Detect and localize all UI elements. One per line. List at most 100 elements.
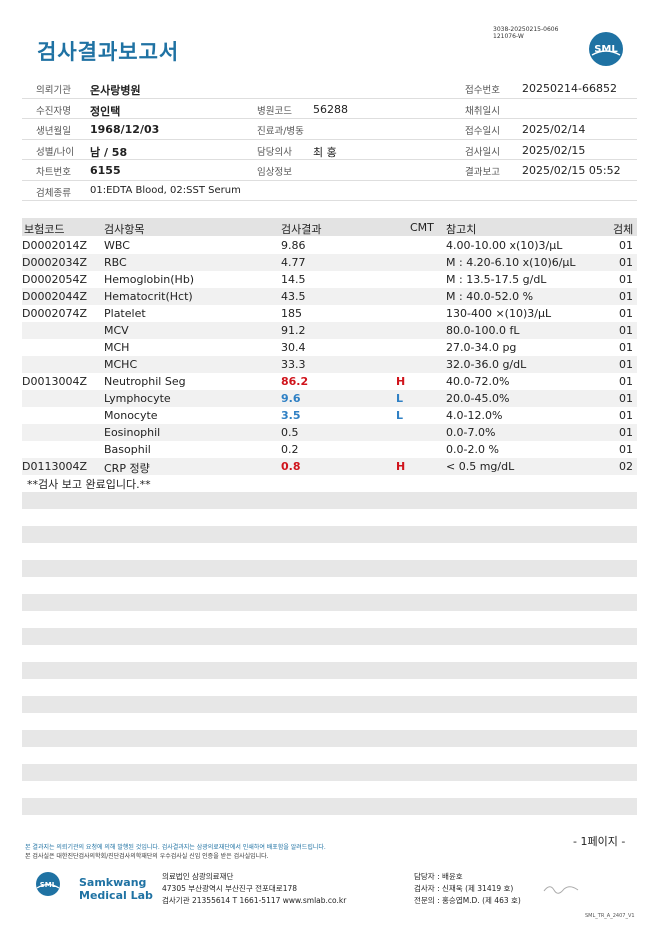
col-ref-header: 참고치	[446, 223, 477, 236]
cell-ref: 40.0-72.0%	[446, 375, 510, 388]
test-date-label: 검사일시	[465, 146, 500, 158]
cell-ref: 27.0-34.0 pg	[446, 341, 517, 354]
test-date-value: 2025/02/15	[522, 143, 586, 157]
blank-row	[22, 764, 637, 781]
cell-ref: 4.0-12.0%	[446, 409, 503, 422]
info-row-4: 성별/나이 남 / 58 담당의사 최 홍 검사일시 2025/02/15	[22, 140, 637, 160]
cell-result: 185	[281, 307, 302, 320]
cell-specimen: 01	[619, 290, 633, 303]
blank-row	[22, 594, 637, 611]
cell-specimen: 01	[619, 239, 633, 252]
receipt-date-label: 접수일시	[465, 126, 500, 137]
col-cmt-header: CMT	[410, 221, 434, 234]
cell-code: D0002054Z	[22, 273, 87, 286]
dob-value: 1968/12/03	[90, 123, 160, 136]
cell-item: Platelet	[104, 307, 146, 320]
report-date-value: 2025/02/15 05:52	[522, 164, 621, 177]
staff-line-2: 검사자 : 신재욱 (제 31419 호)	[414, 884, 514, 893]
cell-specimen: 01	[619, 256, 633, 269]
blank-row	[22, 730, 637, 747]
blank-row	[22, 662, 637, 679]
col-result-header: 검사결과	[281, 223, 322, 236]
hospital-code-value: 56288	[313, 102, 348, 116]
cell-ref: 32.0-36.0 g/dL	[446, 358, 527, 371]
cell-item: MCV	[104, 324, 129, 337]
info-row-5: 차트번호 6155 임상정보 결과보고 2025/02/15 05:52	[22, 160, 637, 181]
cell-result: 0.8	[281, 460, 301, 473]
lab-name-line-1: Samkwang	[79, 876, 147, 889]
lab-name: Samkwang Medical Lab	[79, 876, 153, 902]
cell-result: 91.2	[281, 324, 306, 337]
cell-item: CRP 정량	[104, 462, 150, 475]
chart-no-value: 6155	[90, 164, 121, 177]
cell-specimen: 01	[619, 307, 633, 320]
table-row: Basophil 0.2 0.0-2.0 % 01	[22, 441, 637, 458]
disclaimer-2: 본 검사실은 대한진단검사의학회/진단검사의학재단의 우수검사실 신임 인증을 …	[25, 853, 269, 860]
receipt-no-label: 접수번호	[465, 85, 500, 96]
cell-specimen: 01	[619, 341, 633, 354]
disclaimer-1: 본 결과지는 의뢰기관의 요청에 의해 발행된 것입니다. 검사결과지는 삼광의…	[25, 844, 326, 851]
collect-date-label: 채취일시	[465, 105, 500, 117]
info-row-1: 의뢰기관 온사랑병원 접수번호 20250214-66852	[22, 78, 637, 99]
signature-image	[543, 886, 579, 894]
cell-flag: H	[396, 460, 406, 473]
document-id-line-1: 3038-20250215-0606	[493, 26, 559, 33]
cell-specimen: 01	[619, 426, 633, 439]
info-row-3: 생년월일 1968/12/03 진료과/병동 접수일시 2025/02/14	[22, 119, 637, 140]
cell-result: 4.77	[281, 256, 306, 269]
cell-item: RBC	[104, 256, 127, 269]
cell-result: 33.3	[281, 358, 306, 371]
cell-specimen: 01	[619, 273, 633, 286]
cell-result: 30.4	[281, 341, 306, 354]
cell-item: Monocyte	[104, 409, 158, 422]
recipient-label: 수진자명	[36, 105, 71, 117]
institution-label: 의뢰기관	[36, 85, 71, 96]
table-row: Monocyte 3.5 L 4.0-12.0% 01	[22, 407, 637, 424]
institution-value: 온사랑병원	[90, 84, 141, 97]
cell-item: Basophil	[104, 443, 151, 456]
cell-ref: M : 13.5-17.5 g/dL	[446, 273, 547, 286]
table-row: Lymphocyte 9.6 L 20.0-45.0% 01	[22, 390, 637, 407]
cell-specimen: 01	[619, 375, 633, 388]
cell-specimen: 01	[619, 409, 633, 422]
cell-flag: H	[396, 375, 406, 388]
cell-item: Hemoglobin(Hb)	[104, 273, 195, 286]
lab-address: 의료법인 삼광의료재단 47305 부산광역시 부산진구 전포대로178 검사기…	[162, 871, 346, 907]
blank-row	[22, 798, 637, 815]
patient-info: 의뢰기관 온사랑병원 접수번호 20250214-66852 수진자명 정인택 …	[22, 78, 637, 201]
cell-result: 9.86	[281, 239, 306, 252]
cell-result: 14.5	[281, 273, 306, 286]
cell-code: D0002014Z	[22, 239, 87, 252]
lab-staff: 담당자 : 배윤호 검사자 : 신재욱 (제 31419 호) 전문의 : 홍승…	[414, 871, 521, 907]
dept-label: 진료과/병동	[257, 126, 304, 137]
cell-flag: L	[396, 409, 404, 422]
cell-code: D0113004Z	[22, 460, 87, 473]
form-code: SML_TR_A_2407_V1	[585, 913, 635, 919]
cell-item: MCHC	[104, 358, 138, 371]
page-number: - 1페이지 -	[573, 835, 626, 848]
table-row: D0002014Z WBC 9.86 4.00-10.00 x(10)3/μL 01	[22, 237, 637, 254]
sex-age-value: 남 / 58	[90, 145, 128, 159]
dob-label: 생년월일	[36, 126, 71, 137]
cell-ref: 20.0-45.0%	[446, 392, 510, 405]
cell-ref: < 0.5 mg/dL	[446, 460, 515, 473]
sml-footer-mark-text: SML	[40, 881, 57, 889]
lab-name-line-2: Medical Lab	[79, 889, 153, 902]
blank-row	[22, 560, 637, 577]
cell-code: D0002034Z	[22, 256, 87, 269]
table-row: MCV 91.2 80.0-100.0 fL 01	[22, 322, 637, 339]
cell-code: D0002044Z	[22, 290, 87, 303]
table-row: Eosinophil 0.5 0.0-7.0% 01	[22, 424, 637, 441]
col-specimen-header: 검체	[613, 223, 634, 236]
table-row: D0013004Z Neutrophil Seg 86.2 H 40.0-72.0% 01	[22, 373, 637, 390]
document-id: 3038-20250215-0606 121076-W	[493, 26, 558, 40]
receipt-date-value: 2025/02/14	[522, 123, 586, 136]
cell-ref: 0.0-2.0 %	[446, 443, 499, 456]
cell-specimen: 01	[619, 358, 633, 371]
staff-line-1: 담당자 : 배윤호	[414, 872, 463, 881]
staff-line-3: 전문의 : 홍승엽M.D. (제 463 호)	[414, 896, 521, 905]
sex-age-label: 성별/나이	[36, 146, 75, 158]
cell-result: 3.5	[281, 409, 301, 422]
blank-row	[22, 526, 637, 543]
sml-footer-mark: SML	[36, 872, 60, 896]
